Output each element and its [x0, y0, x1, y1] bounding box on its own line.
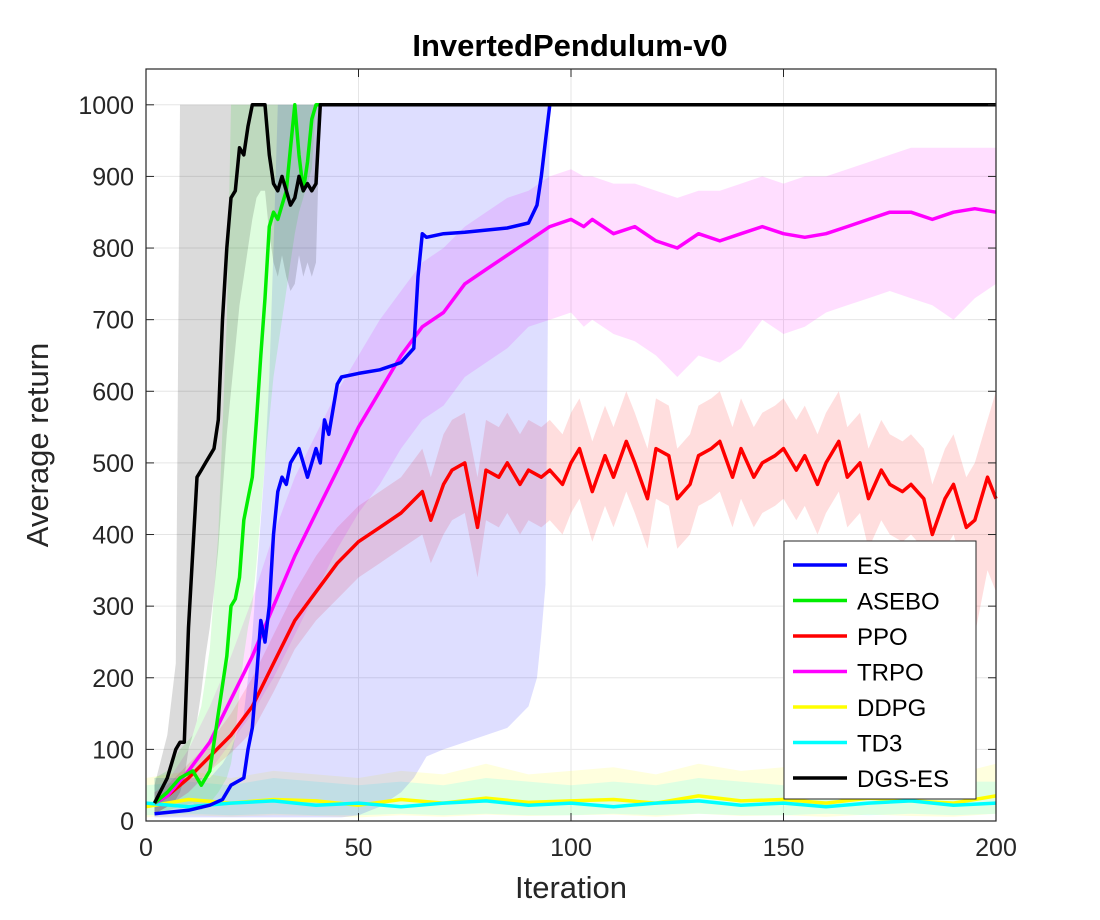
legend-label-es: ES: [857, 553, 889, 580]
band-asebo: [154, 104, 996, 814]
legend-label-asebo: ASEBO: [857, 589, 940, 616]
y-tick-label: 200: [92, 665, 134, 693]
legend: ES ASEBO PPO TRPO DDPG TD3 DGS-ES: [783, 540, 977, 800]
x-tick-label: 100: [550, 834, 592, 862]
series-line-es: [154, 103, 996, 816]
y-tick-label: 0: [120, 808, 134, 836]
y-tick-label: 900: [92, 163, 134, 191]
tick-labels: 0 50 100 150 200 0 100 200 300 400 500 600 700 800 900…: [78, 92, 1016, 862]
x-tick-label: 0: [139, 834, 153, 862]
band-trpo: [154, 147, 996, 814]
legend-label-dgs-es: DGS-ES: [857, 766, 949, 793]
series-line-ppo: [153, 439, 998, 805]
ticks: [145, 69, 997, 822]
y-tick-label: 1000: [78, 92, 134, 120]
y-tick-label: 800: [92, 235, 134, 263]
y-tick-label: 300: [92, 593, 134, 621]
chart-title: InvertedPendulum-v0: [412, 28, 727, 63]
y-axis-label: Average return: [20, 343, 55, 548]
x-tick-label: 200: [975, 834, 1017, 862]
y-tick-label: 600: [92, 378, 134, 406]
band-es: [154, 104, 996, 818]
y-tick-label: 400: [92, 522, 134, 550]
series-line-td3: [145, 799, 997, 809]
legend-label-ppo: PPO: [857, 624, 908, 651]
series-line-dgs-es: [152, 103, 996, 804]
x-tick-label: 150: [763, 834, 805, 862]
legend-label-td3: TD3: [857, 731, 902, 758]
series-line-trpo: [153, 206, 997, 805]
y-tick-label: 700: [92, 307, 134, 335]
legend-label-trpo: TRPO: [857, 660, 924, 687]
y-tick-label: 500: [92, 450, 134, 478]
y-tick-label: 100: [92, 736, 134, 764]
series-lines: [145, 103, 998, 816]
legend-label-ddpg: DDPG: [857, 695, 926, 722]
band-dgs-es: [154, 104, 996, 814]
x-axis-label: Iteration: [515, 870, 627, 905]
series-line-asebo: [153, 103, 996, 805]
band-ppo: [154, 391, 996, 814]
series-line-ddpg: [145, 794, 997, 809]
x-tick-label: 50: [345, 834, 373, 862]
